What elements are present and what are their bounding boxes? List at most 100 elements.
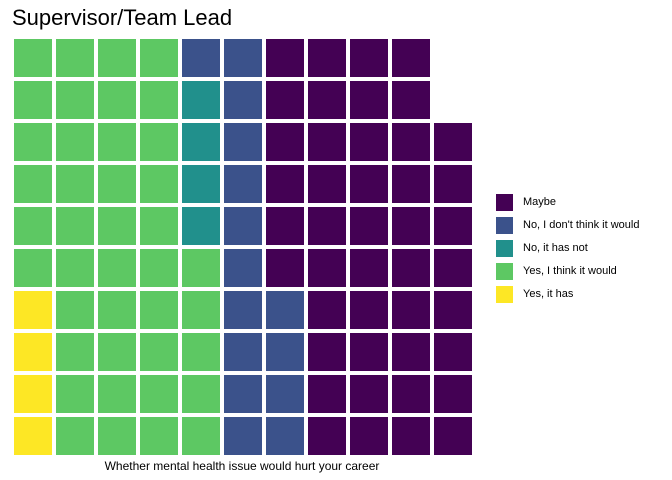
waffle-square-maybe (308, 165, 346, 203)
waffle-square-yes-i-think-it-would (56, 249, 94, 287)
legend-label: No, it has not (523, 242, 588, 254)
waffle-square-yes-i-think-it-would (14, 207, 52, 245)
waffle-square-yes-i-think-it-would (56, 375, 94, 413)
waffle-square-yes-it-has (14, 417, 52, 455)
waffle-square-maybe (392, 165, 430, 203)
waffle-square-yes-i-think-it-would (140, 165, 178, 203)
waffle-square-yes-i-think-it-would (14, 165, 52, 203)
legend-label: Yes, I think it would (523, 265, 617, 277)
legend-item-no-it-has-not: No, it has not (496, 237, 639, 260)
x-axis-label: Whether mental health issue would hurt y… (104, 459, 380, 473)
waffle-square-maybe (392, 207, 430, 245)
waffle-square-yes-i-think-it-would (98, 123, 136, 161)
waffle-square-yes-i-think-it-would (140, 375, 178, 413)
waffle-square-maybe (308, 333, 346, 371)
waffle-square-maybe (392, 81, 430, 119)
waffle-square-yes-it-has (14, 291, 52, 329)
waffle-square-maybe (434, 165, 472, 203)
waffle-square-maybe (266, 39, 304, 77)
legend: Maybe No, I don't think it would No, it ha… (496, 191, 639, 306)
waffle-square-no-i-don-t-think-it-would (224, 165, 262, 203)
waffle-square-yes-i-think-it-would (98, 375, 136, 413)
waffle-square-no-i-don-t-think-it-would (224, 39, 262, 77)
waffle-square-maybe (266, 249, 304, 287)
waffle-square-maybe (308, 249, 346, 287)
waffle-square-yes-i-think-it-would (56, 291, 94, 329)
waffle-square-maybe (434, 123, 472, 161)
waffle-square-no-i-don-t-think-it-would (224, 81, 262, 119)
waffle-square-no-i-don-t-think-it-would (224, 249, 262, 287)
waffle-square-yes-i-think-it-would (98, 81, 136, 119)
waffle-square-yes-i-think-it-would (56, 81, 94, 119)
waffle-square-maybe (308, 81, 346, 119)
waffle-square-no-i-don-t-think-it-would (224, 123, 262, 161)
legend-item-no-i-don-t-think-it-would: No, I don't think it would (496, 214, 639, 237)
waffle-square-no-i-don-t-think-it-would (266, 333, 304, 371)
waffle-square-maybe (350, 249, 388, 287)
legend-swatch (496, 286, 513, 303)
waffle-square-maybe (350, 333, 388, 371)
legend-item-yes-i-think-it-would: Yes, I think it would (496, 260, 639, 283)
waffle-square-yes-i-think-it-would (98, 39, 136, 77)
legend-label: No, I don't think it would (523, 219, 640, 231)
waffle-square-maybe (434, 333, 472, 371)
waffle-square-yes-i-think-it-would (98, 333, 136, 371)
legend-swatch (496, 263, 513, 280)
legend-label: Yes, it has (523, 288, 574, 300)
waffle-square-maybe (434, 291, 472, 329)
waffle-square-yes-i-think-it-would (56, 123, 94, 161)
legend-item-yes-it-has: Yes, it has (496, 283, 639, 306)
waffle-square-no-i-don-t-think-it-would (224, 333, 262, 371)
waffle-square-maybe (308, 39, 346, 77)
waffle-square-maybe (350, 375, 388, 413)
waffle-square-maybe (308, 417, 346, 455)
waffle-square-maybe (350, 123, 388, 161)
waffle-square-no-i-don-t-think-it-would (266, 375, 304, 413)
waffle-square-yes-i-think-it-would (140, 333, 178, 371)
waffle-square-yes-i-think-it-would (56, 333, 94, 371)
waffle-square-yes-i-think-it-would (56, 417, 94, 455)
legend-swatch (496, 194, 513, 211)
waffle-square-maybe (308, 123, 346, 161)
waffle-square-maybe (434, 417, 472, 455)
waffle-square-maybe (434, 375, 472, 413)
waffle-square-no-it-has-not (182, 207, 220, 245)
waffle-square-no-i-don-t-think-it-would (224, 291, 262, 329)
waffle-square-yes-i-think-it-would (14, 39, 52, 77)
waffle-square-maybe (350, 39, 388, 77)
legend-swatch (496, 217, 513, 234)
waffle-square-yes-i-think-it-would (98, 207, 136, 245)
waffle-square-yes-i-think-it-would (140, 249, 178, 287)
waffle-square-maybe (434, 207, 472, 245)
waffle-square-no-i-don-t-think-it-would (182, 39, 220, 77)
waffle-square-yes-i-think-it-would (56, 165, 94, 203)
waffle-square-no-i-don-t-think-it-would (224, 207, 262, 245)
legend-label: Maybe (523, 196, 557, 208)
legend-swatch (496, 240, 513, 257)
waffle-square-no-it-has-not (182, 165, 220, 203)
waffle-square-yes-it-has (14, 333, 52, 371)
waffle-square-maybe (308, 291, 346, 329)
waffle-square-maybe (350, 417, 388, 455)
waffle-square-yes-i-think-it-would (14, 249, 52, 287)
waffle-square-no-i-don-t-think-it-would (224, 375, 262, 413)
waffle-square-maybe (350, 291, 388, 329)
waffle-square-maybe (350, 81, 388, 119)
waffle-square-no-it-has-not (182, 81, 220, 119)
waffle-square-yes-i-think-it-would (140, 207, 178, 245)
waffle-square-maybe (434, 249, 472, 287)
waffle-square-yes-i-think-it-would (182, 375, 220, 413)
waffle-square-yes-i-think-it-would (98, 165, 136, 203)
waffle-square-maybe (392, 375, 430, 413)
waffle-square-maybe (308, 375, 346, 413)
waffle-square-no-it-has-not (182, 123, 220, 161)
waffle-square-yes-i-think-it-would (182, 417, 220, 455)
waffle-square-maybe (392, 123, 430, 161)
waffle-square-maybe (266, 81, 304, 119)
waffle-square-maybe (392, 417, 430, 455)
waffle-square-yes-it-has (14, 375, 52, 413)
waffle-square-no-i-don-t-think-it-would (224, 417, 262, 455)
waffle-square-yes-i-think-it-would (56, 207, 94, 245)
waffle-square-no-i-don-t-think-it-would (266, 417, 304, 455)
waffle-square-maybe (392, 249, 430, 287)
